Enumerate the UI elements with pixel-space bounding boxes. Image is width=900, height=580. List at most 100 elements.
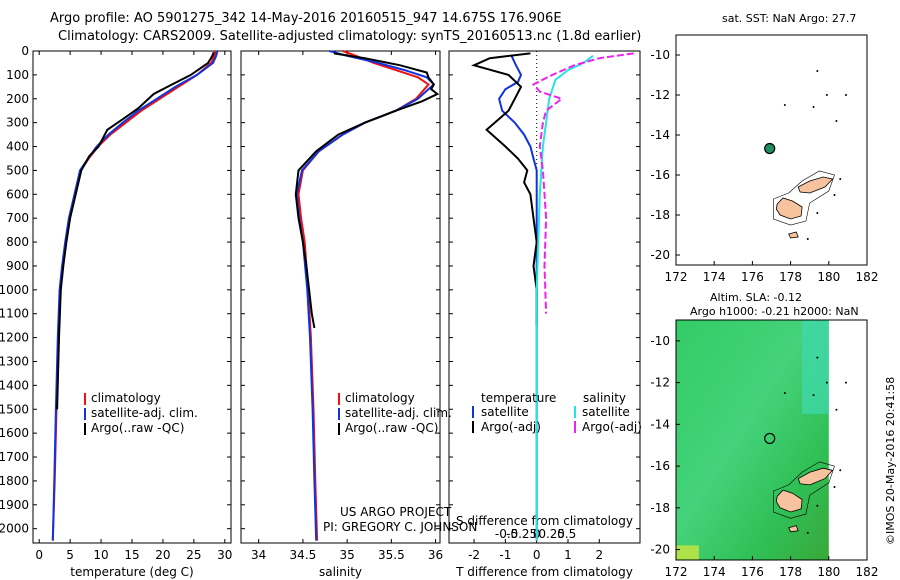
series-line-climatology xyxy=(51,50,217,541)
legend-label: climatology xyxy=(345,391,415,405)
legend-label: Argo(..raw -QC) xyxy=(345,421,438,435)
lat-tick-label: -14 xyxy=(650,417,670,431)
difference-legend: temperature salinity satellite satellite… xyxy=(472,391,642,434)
salinity-panel: 34 34.5 35 35.5 36 salinity xyxy=(240,50,443,579)
lat-tick-label: -16 xyxy=(650,168,670,182)
lat-tick-label: -20 xyxy=(650,543,670,557)
sla-map-title-2: Argo h1000: -0.21 h2000: NaN xyxy=(690,305,859,318)
series-line-satellite-adj-clim- xyxy=(295,50,436,541)
y-tick-label: 0 xyxy=(21,44,29,58)
lat-tick-label: -12 xyxy=(650,88,670,102)
islet xyxy=(816,356,819,359)
y-tick-label: 900 xyxy=(6,259,29,273)
lon-tick-label: 174 xyxy=(703,270,726,284)
plot-frame xyxy=(32,50,232,544)
temperature-legend: climatology satellite-adj. clim. Argo(..… xyxy=(84,391,198,435)
lon-tick-label: 178 xyxy=(779,270,802,284)
y-tick-label: 2000 xyxy=(0,522,29,536)
y-tick-label: 1400 xyxy=(0,378,29,392)
x-tick-label: 34.5 xyxy=(290,548,317,562)
float-marker xyxy=(764,142,776,155)
x-tick-label-T: 2 xyxy=(595,548,603,562)
legend-label: Argo(..raw -QC) xyxy=(91,421,184,435)
lon-tick-label: 172 xyxy=(665,565,688,579)
x-tick-label: 25 xyxy=(186,548,201,562)
lon-tick-label: 180 xyxy=(817,270,840,284)
x-axis-label-S: S difference from climatology xyxy=(456,514,633,528)
legend-label: Argo(-adj) xyxy=(582,420,642,434)
islet xyxy=(844,94,847,96)
legend-heading-temperature: temperature xyxy=(481,391,556,405)
island xyxy=(775,489,803,513)
y-tick-label: 1700 xyxy=(0,450,29,464)
x-tick-label: 5 xyxy=(66,548,74,562)
x-tick-label: 34 xyxy=(251,548,266,562)
y-tick-label: 800 xyxy=(6,235,29,249)
lon-tick-label: 182 xyxy=(856,270,879,284)
lon-tick-label: 182 xyxy=(856,565,879,579)
x-tick-label-T: 0 xyxy=(533,548,541,562)
lon-tick-label: 178 xyxy=(779,565,802,579)
imos-stamp: ©IMOS 20-May-2016 20:41:58 xyxy=(884,377,897,545)
x-tick-label-T: -2 xyxy=(468,548,480,562)
plot-frame xyxy=(240,50,441,544)
x-tick-label-T: 1 xyxy=(564,548,572,562)
reef-outline xyxy=(773,461,835,519)
island xyxy=(797,176,834,194)
y-tick-label: 600 xyxy=(6,187,29,201)
sla-map-title-1: Altim. SLA: -0.12 xyxy=(710,291,802,304)
x-tick-label: 36 xyxy=(428,548,443,562)
plot-frame xyxy=(448,50,641,544)
sst-map: 172 174 176 178 180 182 -10 -12 -14 -16 -18 -20 xyxy=(650,34,879,284)
y-tick-label: 1100 xyxy=(0,307,29,321)
lat-tick-label: -18 xyxy=(650,501,670,515)
sla-field-patch xyxy=(676,545,699,560)
lat-tick-label: -10 xyxy=(650,48,670,62)
islet xyxy=(825,94,828,96)
legend-label: climatology xyxy=(91,391,161,405)
x-tick-label: 15 xyxy=(124,548,139,562)
x-tick-label: 10 xyxy=(93,548,108,562)
island xyxy=(788,525,799,533)
legend-label: satellite-adj. clim. xyxy=(345,406,452,420)
x-tick-label: 20 xyxy=(155,548,170,562)
lat-tick-label: -16 xyxy=(650,459,670,473)
sla-field-patch xyxy=(802,320,829,414)
islet xyxy=(839,469,842,472)
islet xyxy=(783,104,786,106)
legend-label: satellite xyxy=(481,405,529,419)
islet xyxy=(806,238,809,240)
x-tick-label: 35 xyxy=(339,548,354,562)
x-tick-label: 30 xyxy=(217,548,232,562)
x-axis-label-T: T difference from climatology xyxy=(455,565,633,579)
series-line-argo-raw-qc- xyxy=(56,51,215,410)
series-line-argo-raw-qc- xyxy=(294,52,440,329)
x-tick-label: 0 xyxy=(35,548,43,562)
map-frame xyxy=(675,34,868,266)
islet xyxy=(835,408,838,411)
x-axis-label: temperature (deg C) xyxy=(70,565,193,579)
legend-label: Argo(-adj) xyxy=(481,420,541,434)
y-tick-label: 300 xyxy=(6,116,29,130)
lon-tick-label: 176 xyxy=(741,270,764,284)
lat-tick-label: -10 xyxy=(650,334,670,348)
series-line-s-argo-adj- xyxy=(531,52,634,314)
temperature-panel: 0100200300400500600700800900100011001200… xyxy=(0,44,232,579)
map-frame xyxy=(675,319,868,561)
y-tick-label: 1000 xyxy=(0,283,29,297)
island xyxy=(775,197,803,220)
y-tick-label: 1300 xyxy=(0,354,29,368)
islet xyxy=(825,381,828,384)
y-tick-label: 500 xyxy=(6,163,29,177)
lon-tick-label: 180 xyxy=(817,565,840,579)
islet xyxy=(833,485,836,488)
y-tick-label: 400 xyxy=(6,140,29,154)
lon-tick-label: 176 xyxy=(741,565,764,579)
islet xyxy=(844,381,847,384)
pi-credit: PI: GREGORY C. JOHNSON xyxy=(323,520,477,534)
islet xyxy=(783,392,786,395)
islet xyxy=(839,178,842,180)
x-tick-label-S: 0.25 xyxy=(538,527,565,541)
